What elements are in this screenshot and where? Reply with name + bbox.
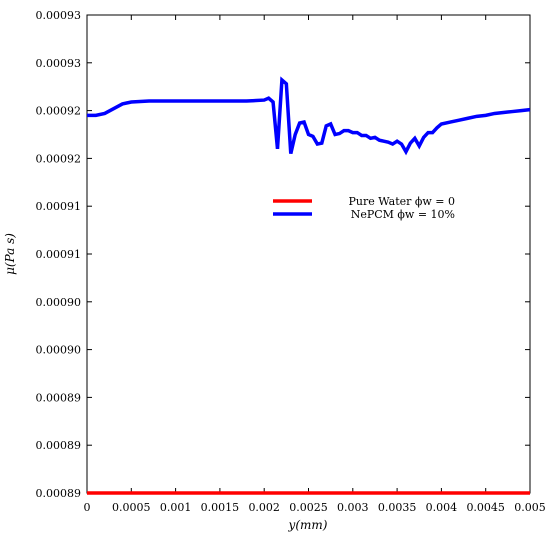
x-tick-label: 0.004: [426, 501, 458, 514]
x-tick-label: 0.001: [160, 501, 192, 514]
x-axis-title: y(mm): [288, 518, 328, 532]
y-tick-label: 0.00093: [36, 9, 82, 22]
x-tick-label: 0.005: [514, 501, 546, 514]
x-tick-label: 0.0025: [289, 501, 328, 514]
x-tick-label: 0: [84, 501, 91, 514]
y-tick-label: 0.00091: [36, 248, 82, 261]
x-tick-label: 0.003: [337, 501, 369, 514]
x-tick-label: 0.0045: [466, 501, 505, 514]
y-tick-label: 0.00089: [36, 439, 82, 452]
plot-frame: [86, 14, 531, 494]
x-tick-label: 0.0035: [378, 501, 417, 514]
y-axis-title: μ(Pa s): [3, 233, 17, 275]
series-line-1: [87, 76, 531, 156]
y-tick-label: 0.00089: [36, 391, 82, 404]
y-tick-label: 0.00091: [36, 200, 82, 213]
x-tick-label: 0.002: [248, 501, 280, 514]
x-axis-ticks: 0 0.0005 0.001 0.0015 0.002 0.0025 0.003 0.0035…: [84, 15, 546, 514]
y-tick-label: 0.00090: [36, 296, 82, 309]
x-tick-label: 0.0005: [112, 501, 151, 514]
y-tick-label: 0.00093: [36, 57, 82, 70]
y-tick-label: 0.00092: [36, 152, 82, 165]
series-layer: [87, 76, 531, 495]
legend-label-1: NePCM ϕw = 10%: [351, 208, 455, 221]
legend-label-0: Pure Water ϕw = 0: [349, 195, 455, 208]
x-tick-label: 0.0015: [201, 501, 240, 514]
y-tick-label: 0.00090: [36, 344, 82, 357]
y-tick-label: 0.00092: [36, 105, 82, 118]
y-tick-label: 0.00089: [36, 487, 82, 500]
